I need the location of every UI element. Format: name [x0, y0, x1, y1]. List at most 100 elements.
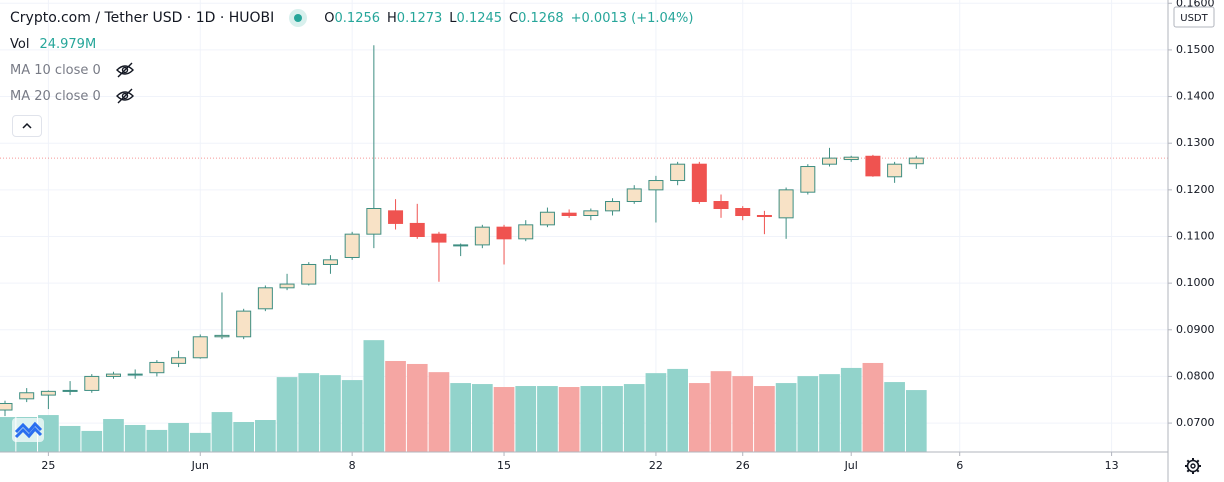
y-tick-label: 0.1600 — [1176, 0, 1215, 9]
volume-bar — [732, 376, 754, 452]
candle-body — [127, 373, 143, 376]
volume-bar — [385, 360, 406, 452]
volume-bar — [645, 373, 667, 452]
candle-body — [561, 212, 577, 217]
eye-pupil — [121, 66, 129, 74]
ohlc-label: L — [449, 10, 457, 26]
volume-bar — [862, 362, 884, 452]
ohlc-item: O0.1256 — [324, 11, 380, 26]
volume-bar — [81, 430, 103, 452]
indicator-row: MA 20 close 0 — [10, 88, 135, 104]
candle-body — [735, 208, 751, 217]
candle-body — [778, 189, 794, 219]
x-tick-label: 8 — [349, 459, 356, 472]
volume-bar — [428, 372, 450, 452]
eye-slash — [117, 88, 133, 104]
eye-slash — [117, 62, 133, 78]
candle-body — [214, 334, 230, 338]
y-tick-label: 0.0700 — [1176, 416, 1215, 429]
ohlc-value: 0.1245 — [456, 10, 503, 26]
candle-body — [344, 233, 360, 258]
volume-bar — [124, 424, 146, 452]
candle-body — [279, 283, 295, 289]
collapse-icon — [22, 122, 32, 129]
volume-bar — [754, 386, 775, 452]
y-tick-label: 0.1000 — [1176, 276, 1215, 289]
volume-legend: Vol 24.979M — [10, 37, 96, 52]
volume-bar — [146, 429, 168, 452]
volume-bar — [59, 425, 81, 452]
volume-bar — [363, 340, 385, 452]
ohlc-item: C0.1268 — [509, 11, 564, 26]
ohlc-value: 0.1256 — [334, 10, 381, 26]
volume-bar — [320, 375, 341, 452]
candle-body — [670, 163, 686, 182]
volume-bar — [688, 383, 710, 452]
currency-box[interactable] — [1173, 6, 1215, 28]
symbol-title: Crypto.com / Tether USD · 1D · HUOBI — [10, 10, 275, 26]
volume-bar — [103, 419, 124, 452]
candle-body — [756, 215, 772, 218]
volume-bar — [211, 412, 233, 452]
x-tick-label: 15 — [497, 459, 511, 472]
volume-value: 24.979M — [39, 37, 97, 52]
volume-label: Vol — [10, 37, 30, 52]
settings-icon[interactable] — [1185, 458, 1201, 474]
volume-bar — [0, 417, 16, 452]
candle-body — [84, 375, 100, 391]
volume-bar — [580, 386, 602, 452]
candle-body — [474, 226, 490, 246]
candle-body — [887, 163, 903, 178]
volume-bar — [255, 420, 276, 452]
indicator-row: MA 10 close 0 — [10, 62, 135, 78]
volume-bar — [840, 367, 862, 452]
brand-logo — [12, 418, 44, 442]
candle-body — [322, 259, 338, 265]
volume-bar — [623, 384, 645, 452]
volume-bar — [341, 380, 363, 452]
candle-body — [388, 210, 404, 224]
volume-bar — [819, 374, 840, 452]
candle-body — [626, 188, 642, 203]
ohlc-label: H — [387, 10, 397, 26]
candle-body — [301, 263, 317, 285]
volume-bar — [493, 387, 515, 452]
volume-bar — [797, 376, 819, 452]
ohlc-label: O — [324, 10, 335, 26]
volume-bar — [515, 386, 537, 452]
ohlc-item: L0.1245 — [449, 11, 502, 26]
volume-bar — [558, 387, 580, 452]
collapse-button[interactable] — [12, 115, 42, 137]
candle-body — [865, 155, 881, 177]
candle-body — [605, 201, 621, 212]
status-dot — [294, 14, 303, 22]
candle-body — [236, 310, 252, 338]
eye-pupil — [121, 92, 129, 100]
candle-body — [539, 211, 555, 226]
candle-body — [431, 233, 447, 243]
candle-body — [409, 222, 425, 237]
ohlc-item: H0.1273 — [387, 11, 442, 26]
candle-body — [691, 163, 707, 203]
candle-body — [453, 244, 469, 247]
volume-bar — [189, 432, 211, 452]
price-change: +0.0013 (+1.04%) — [570, 10, 694, 26]
hidden-eye-icon — [115, 88, 134, 104]
y-tick-label: 0.0900 — [1176, 323, 1215, 336]
candle-body — [171, 357, 187, 364]
y-tick-label: 0.1300 — [1176, 136, 1215, 149]
y-tick-label: 0.1400 — [1176, 90, 1215, 103]
volume-bar — [233, 421, 255, 452]
volume-bar — [471, 384, 493, 452]
candle-body — [518, 224, 534, 240]
x-tick-label: Jul — [844, 459, 858, 472]
x-tick-label: 13 — [1105, 459, 1119, 472]
y-tick-label: 0.1500 — [1176, 43, 1215, 56]
indicator-label: MA 20 close 0 — [10, 88, 101, 104]
currency-label: USDT — [1180, 13, 1208, 24]
y-tick-label: 0.1200 — [1176, 183, 1215, 196]
candle-body — [648, 180, 664, 191]
candle-body — [105, 373, 121, 377]
candle-body — [0, 402, 13, 411]
